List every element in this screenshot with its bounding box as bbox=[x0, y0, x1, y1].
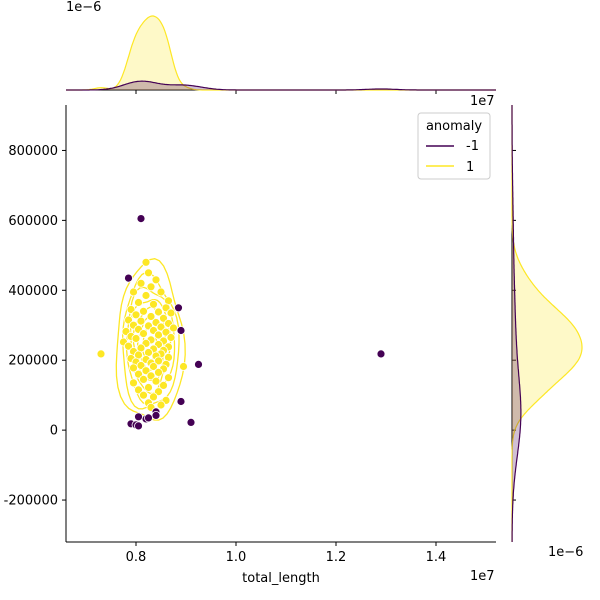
scatter-point-pos1 bbox=[146, 371, 156, 381]
right-marginal-offset-label: 1e−6 bbox=[548, 545, 583, 560]
scatter-point-pos1 bbox=[164, 373, 173, 383]
y-tick-label: -200000 bbox=[4, 494, 58, 509]
scatter-point-pos1 bbox=[139, 306, 148, 316]
scatter-point-neg1 bbox=[186, 417, 196, 427]
scatter-point-pos1 bbox=[146, 282, 156, 292]
y-tick-label: 800000 bbox=[8, 144, 58, 159]
right-density-fill-neg1 bbox=[512, 105, 521, 542]
scatter-point-pos1 bbox=[156, 400, 166, 410]
scatter-point-pos1 bbox=[141, 291, 151, 300]
scatter-point-pos1 bbox=[144, 383, 153, 392]
scatter-point-pos1 bbox=[159, 380, 168, 390]
right-density-line-neg1 bbox=[511, 105, 522, 542]
top-marginal-density bbox=[66, 15, 496, 94]
scatter-point-pos1 bbox=[96, 349, 106, 359]
scatter-point-pos1 bbox=[134, 298, 143, 307]
scatter-point-pos1 bbox=[146, 312, 156, 321]
scatter-point-pos1 bbox=[126, 305, 136, 314]
scatter-point-pos1 bbox=[139, 390, 148, 400]
scatter-point-pos1 bbox=[144, 268, 153, 278]
scatter-point-pos1 bbox=[169, 323, 178, 333]
scatter-point-pos1 bbox=[161, 327, 171, 337]
scatter-point-neg1 bbox=[376, 349, 386, 359]
scatter-point-pos1 bbox=[151, 275, 161, 285]
scatter-point-pos1 bbox=[149, 392, 158, 402]
top-density-fill-pos1 bbox=[66, 16, 496, 90]
scatter-point-neg1 bbox=[124, 273, 133, 283]
scatter-points bbox=[96, 214, 386, 431]
scatter-plot-area bbox=[96, 214, 386, 431]
scatter-point-pos1 bbox=[154, 330, 163, 340]
scatter-point-pos1 bbox=[136, 316, 146, 326]
density-contour bbox=[115, 258, 186, 421]
scatter-point-pos1 bbox=[156, 287, 166, 297]
scatter-point-neg1 bbox=[194, 359, 203, 369]
scatter-point-pos1 bbox=[139, 329, 148, 339]
x-tick-label: 0.8 bbox=[126, 550, 147, 565]
right-marginal-density bbox=[511, 105, 583, 542]
scatter-point-pos1 bbox=[134, 385, 143, 395]
legend-label-pos1: 1 bbox=[466, 160, 474, 175]
scatter-point-neg1 bbox=[176, 326, 186, 335]
legend: anomaly -1 1 bbox=[417, 112, 491, 180]
scatter-point-pos1 bbox=[141, 257, 151, 267]
scatter-point-neg1 bbox=[151, 410, 161, 420]
x-axis-label: total_length bbox=[242, 571, 320, 586]
x-tick-label: 1.0 bbox=[226, 550, 247, 565]
legend-label-neg1: -1 bbox=[466, 139, 479, 154]
x-tick-label: 1.4 bbox=[426, 550, 447, 565]
y-tick-label: 600000 bbox=[8, 214, 58, 229]
axes: 0.8 1.0 1.2 1.4 -200000 0 200000 400000 600000 80… bbox=[4, 105, 496, 565]
scatter-point-pos1 bbox=[149, 299, 158, 309]
scatter-point-pos1 bbox=[124, 341, 133, 351]
top-density-fill-neg1 bbox=[66, 81, 496, 90]
scatter-point-neg1 bbox=[144, 413, 153, 423]
scatter-point-pos1 bbox=[179, 362, 188, 371]
scatter-point-pos1 bbox=[149, 362, 158, 371]
y-tick-label: 200000 bbox=[8, 354, 58, 369]
scatter-point-pos1 bbox=[166, 308, 176, 318]
scatter-point-pos1 bbox=[136, 278, 146, 288]
scatter-point-neg1 bbox=[134, 412, 143, 422]
right-density-fill-pos1 bbox=[512, 105, 582, 542]
scatter-point-pos1 bbox=[129, 287, 138, 297]
top-marginal-offset-label: 1e−6 bbox=[66, 0, 101, 15]
scatter-point-pos1 bbox=[151, 376, 161, 386]
top-marginal-axis-offset-label: 1e7 bbox=[470, 94, 495, 109]
y-tick-label: 400000 bbox=[8, 284, 58, 299]
y-tick-label: 0 bbox=[50, 424, 58, 439]
scatter-point-pos1 bbox=[154, 367, 163, 377]
scatter-point-pos1 bbox=[166, 333, 176, 342]
legend-title: anomaly bbox=[426, 119, 482, 134]
scatter-point-pos1 bbox=[139, 374, 148, 384]
scatter-point-pos1 bbox=[129, 363, 138, 373]
scatter-point-pos1 bbox=[154, 307, 163, 317]
scatter-point-neg1 bbox=[176, 397, 186, 406]
x-tick-label: 1.2 bbox=[326, 550, 347, 565]
top-density-line-neg1 bbox=[66, 80, 496, 91]
scatter-point-pos1 bbox=[131, 334, 141, 343]
scatter-point-pos1 bbox=[129, 378, 138, 388]
scatter-point-neg1 bbox=[174, 303, 183, 313]
scatter-point-neg1 bbox=[136, 214, 146, 224]
x-axis-offset-label: 1e7 bbox=[470, 569, 495, 584]
scatter-point-neg1 bbox=[134, 421, 143, 431]
scatter-point-pos1 bbox=[131, 310, 141, 320]
